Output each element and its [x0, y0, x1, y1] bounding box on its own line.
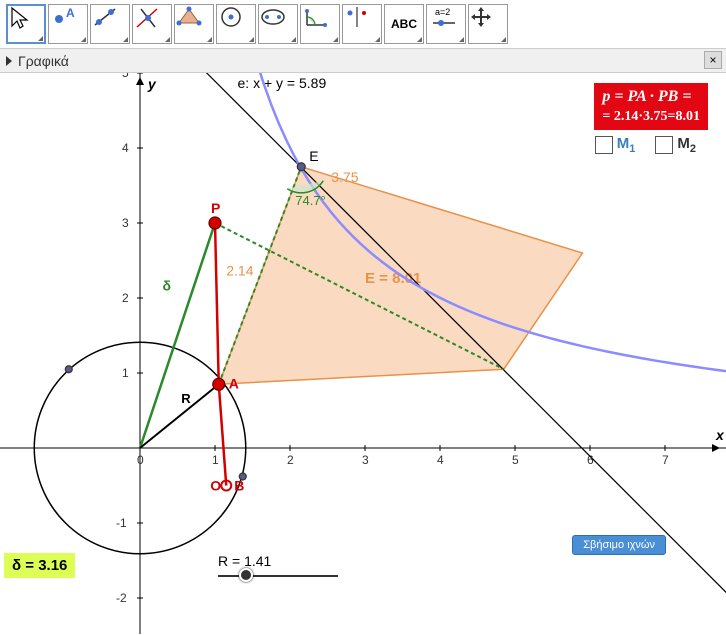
- move-view-tool[interactable]: [468, 4, 508, 44]
- checkbox-box-icon: [655, 136, 673, 154]
- formula-line1: p = PA · PB =: [602, 87, 700, 108]
- text-tool[interactable]: ABC: [384, 4, 424, 44]
- close-icon: ×: [709, 53, 716, 67]
- clear-traces-button[interactable]: Σβήσιμο ιχνών: [572, 535, 666, 555]
- slider-knob[interactable]: [239, 568, 253, 582]
- svg-text:δ: δ: [163, 278, 172, 294]
- svg-text:3: 3: [122, 216, 129, 230]
- svg-text:2: 2: [122, 291, 129, 305]
- svg-text:0: 0: [137, 453, 144, 467]
- slider-track[interactable]: [218, 575, 338, 577]
- svg-text:y: y: [147, 76, 157, 92]
- svg-text:A: A: [229, 375, 239, 391]
- svg-text:4: 4: [437, 453, 444, 467]
- collapse-arrow-icon[interactable]: [6, 56, 12, 66]
- header-title: Γραφικά: [18, 53, 69, 69]
- text-tool-label: ABC: [391, 17, 417, 31]
- graphics-header: Γραφικά ×: [0, 49, 726, 73]
- svg-text:a=2: a=2: [435, 7, 450, 17]
- svg-text:e: x + y = 5.89: e: x + y = 5.89: [238, 75, 327, 91]
- move-tool[interactable]: [6, 4, 46, 44]
- graphics-canvas[interactable]: xy012345678912345-1-2E = 8.01e: x + y = …: [0, 73, 726, 634]
- toolbar: A ABC a=2: [0, 0, 726, 49]
- svg-text:1: 1: [212, 453, 219, 467]
- polygon-tool[interactable]: [174, 4, 214, 44]
- perp-tool[interactable]: [132, 4, 172, 44]
- svg-text:P: P: [211, 200, 220, 216]
- checkbox-box-icon: [595, 136, 613, 154]
- checkbox-m1-label: M1: [617, 135, 636, 155]
- slider-tool[interactable]: a=2: [426, 4, 466, 44]
- svg-text:A: A: [66, 6, 75, 20]
- checkbox-m1[interactable]: M1: [595, 135, 636, 155]
- svg-text:-1: -1: [116, 516, 127, 530]
- formula-box: p = PA · PB = = 2.14·3.75=8.01: [594, 83, 708, 130]
- checkbox-m2[interactable]: M2: [655, 135, 696, 155]
- formula-line2: = 2.14·3.75=8.01: [602, 108, 700, 126]
- point-tool[interactable]: A: [48, 4, 88, 44]
- svg-text:1: 1: [122, 366, 129, 380]
- svg-text:5: 5: [122, 73, 129, 80]
- checkbox-m2-label: M2: [677, 135, 696, 155]
- close-panel-button[interactable]: ×: [704, 51, 722, 69]
- svg-text:4: 4: [122, 141, 129, 155]
- angle-tool[interactable]: [300, 4, 340, 44]
- svg-text:1: 1: [264, 73, 270, 74]
- svg-text:5: 5: [512, 453, 519, 467]
- svg-text:B: B: [234, 478, 244, 494]
- delta-value-box: δ = 3.16: [4, 553, 75, 578]
- r-slider[interactable]: R = 1.41: [218, 553, 338, 577]
- svg-text:2.14: 2.14: [226, 263, 253, 279]
- svg-text:2: 2: [287, 453, 294, 467]
- circle-tool[interactable]: [216, 4, 256, 44]
- checkbox-group: M1 M2: [595, 135, 696, 155]
- svg-text:7: 7: [662, 453, 669, 467]
- svg-text:x: x: [715, 427, 725, 443]
- svg-text:-2: -2: [116, 591, 127, 605]
- svg-text:E: E: [309, 148, 318, 164]
- line-tool[interactable]: [90, 4, 130, 44]
- slider-label: R = 1.41: [218, 553, 338, 569]
- svg-text:3.75: 3.75: [331, 169, 358, 185]
- svg-text:O: O: [210, 478, 221, 494]
- reflect-tool[interactable]: [342, 4, 382, 44]
- svg-text:3: 3: [362, 453, 369, 467]
- svg-text:74.7°: 74.7°: [295, 193, 326, 208]
- svg-text:R: R: [181, 391, 191, 406]
- ellipse-tool[interactable]: [258, 4, 298, 44]
